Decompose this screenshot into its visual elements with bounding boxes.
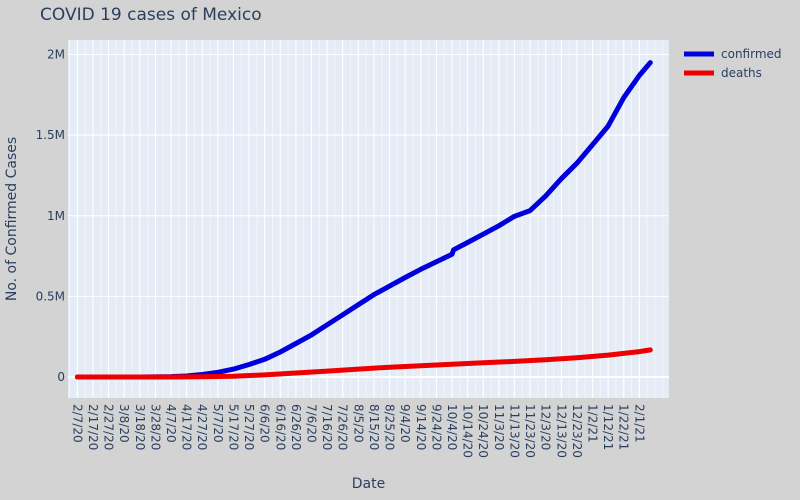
x-tick-label: 9/24/20 — [429, 404, 443, 450]
series-lines — [74, 60, 653, 380]
x-tick-label: 8/5/20 — [351, 404, 365, 443]
legend-label-deaths: deaths — [721, 66, 762, 80]
x-tick-label: 1/22/21 — [617, 404, 631, 450]
x-tick-label: 11/13/20 — [507, 404, 521, 458]
x-tick-label: 1/2/21 — [586, 404, 600, 443]
legend-label-confirmed: confirmed — [721, 47, 782, 61]
x-tick-label: 2/17/20 — [86, 404, 100, 450]
x-tick-label: 5/27/20 — [242, 404, 256, 450]
x-tick-label: 10/4/20 — [445, 404, 459, 450]
x-tick-labels: 2/7/20 2/17/20 2/27/20 3/8/20 3/18/20 3/28/20… — [70, 404, 646, 458]
x-tick-label: 3/28/20 — [148, 404, 162, 450]
x-tick-label: 7/6/20 — [305, 404, 319, 443]
x-tick-label: 6/16/20 — [273, 404, 287, 450]
x-tick-label: 7/16/20 — [320, 404, 334, 450]
plot-background — [68, 40, 669, 398]
x-tick-label: 2/7/20 — [70, 404, 84, 443]
y-tick-labels: 0 0.5M 1M 1.5M 2M — [36, 48, 65, 385]
chart-title: COVID 19 cases of Mexico — [40, 5, 262, 25]
x-tick-label: 9/4/20 — [398, 404, 412, 443]
x-tick-label: 12/23/20 — [570, 404, 584, 458]
y-tick-label: 2M — [47, 48, 65, 62]
x-tick-label: 10/24/20 — [476, 404, 490, 458]
x-tick-label: 6/26/20 — [289, 404, 303, 450]
y-axis-title: No. of Confirmed Cases — [4, 137, 20, 301]
y-tick-label: 1M — [47, 209, 65, 223]
grid-lines — [68, 40, 669, 398]
x-tick-label: 12/13/20 — [554, 404, 568, 458]
legend-item-deaths[interactable]: deaths — [684, 66, 762, 80]
x-tick-label: 7/26/20 — [336, 404, 350, 450]
x-tick-label: 5/17/20 — [226, 404, 240, 450]
series-line-deaths — [74, 347, 653, 380]
x-axis-title: Date — [352, 476, 385, 492]
x-tick-label: 4/27/20 — [195, 404, 209, 450]
y-tick-label: 1.5M — [36, 128, 65, 142]
x-tick-label: 4/7/20 — [164, 404, 178, 443]
y-tick-label: 0 — [57, 370, 65, 384]
x-tick-label: 11/23/20 — [523, 404, 537, 458]
x-tick-label: 3/18/20 — [133, 404, 147, 450]
x-tick-label: 6/6/20 — [258, 404, 272, 443]
series-line-confirmed — [74, 60, 653, 380]
legend: confirmed deaths — [684, 47, 782, 80]
x-tick-label: 9/14/20 — [414, 404, 428, 450]
y-tick-label: 0.5M — [36, 289, 65, 303]
x-tick-label: 12/3/20 — [539, 404, 553, 450]
x-tick-label: 2/27/20 — [102, 404, 116, 450]
x-tick-label: 2/1/21 — [632, 404, 646, 443]
x-tick-label: 10/14/20 — [461, 404, 475, 458]
x-tick-label: 1/12/21 — [601, 404, 615, 450]
x-tick-label: 11/3/20 — [492, 404, 506, 450]
x-tick-label: 3/8/20 — [117, 404, 131, 443]
x-tick-label: 8/15/20 — [367, 404, 381, 450]
x-tick-label: 5/7/20 — [211, 404, 225, 443]
x-tick-label: 4/17/20 — [180, 404, 194, 450]
x-tick-label: 8/25/20 — [383, 404, 397, 450]
legend-item-confirmed[interactable]: confirmed — [684, 47, 782, 61]
